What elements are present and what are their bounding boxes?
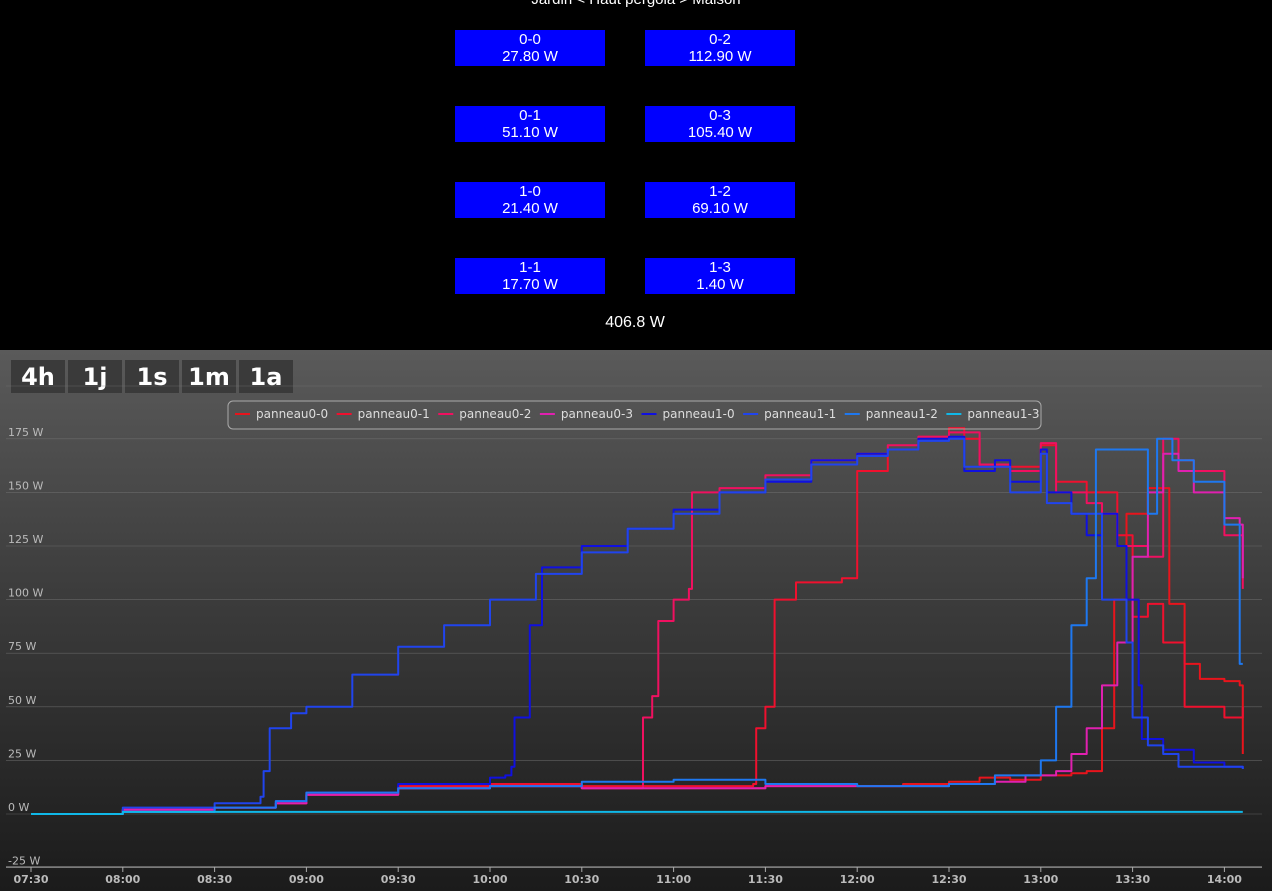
- header-area: Jardin < Haut pergola > Maison 0-0 27.80…: [0, 0, 1272, 350]
- y-tick-label: 75 W: [8, 640, 36, 653]
- x-tick-label: 11:30: [748, 873, 783, 886]
- panel-0-1[interactable]: 0-1 51.10 W: [455, 106, 605, 142]
- x-tick-label: 11:00: [656, 873, 691, 886]
- legend-box: [227, 400, 1042, 430]
- x-tick-label: 12:00: [840, 873, 875, 886]
- y-tick-label: 150 W: [8, 479, 43, 492]
- panel-id: 1-1: [519, 259, 541, 276]
- panel-id: 1-0: [519, 183, 541, 200]
- panel-0-2[interactable]: 0-2 112.90 W: [645, 30, 795, 66]
- panel-value: 27.80 W: [502, 48, 558, 65]
- legend-label: panneau1-1: [764, 407, 836, 421]
- panel-value: 69.10 W: [692, 200, 748, 217]
- panel-1-3[interactable]: 1-3 1.40 W: [645, 258, 795, 294]
- panel-id: 0-3: [709, 107, 731, 124]
- legend-label: panneau0-1: [358, 407, 430, 421]
- panel-0-0[interactable]: 0-0 27.80 W: [455, 30, 605, 66]
- range-button-4h[interactable]: 4h: [11, 360, 65, 393]
- x-tick-label: 09:00: [289, 873, 324, 886]
- range-button-1a[interactable]: 1a: [239, 360, 293, 393]
- panel-value: 51.10 W: [502, 124, 558, 141]
- panel-1-0[interactable]: 1-0 21.40 W: [455, 182, 605, 218]
- x-tick-label: 12:30: [931, 873, 966, 886]
- legend-label: panneau0-3: [561, 407, 633, 421]
- panel-id: 0-0: [519, 31, 541, 48]
- series-line-panneau1-0: [31, 435, 1244, 815]
- series-line-panneau1-3: [31, 810, 1243, 815]
- panel-id: 0-1: [519, 107, 541, 124]
- series-line-panneau1-2: [31, 437, 1243, 815]
- panel-id: 1-2: [709, 183, 731, 200]
- panel-id: 1-3: [709, 259, 731, 276]
- series-line-panneau1-1: [31, 437, 1244, 815]
- legend-label: panneau0-2: [459, 407, 531, 421]
- panel-1-1[interactable]: 1-1 17.70 W: [455, 258, 605, 294]
- y-tick-label: -25 W: [8, 855, 40, 868]
- series-line-panneau0-3: [31, 452, 1244, 815]
- y-tick-label: 125 W: [8, 533, 43, 546]
- page-title: Jardin < Haut pergola > Maison: [0, 0, 1272, 8]
- panel-id: 0-2: [709, 31, 731, 48]
- y-tick-label: 50 W: [8, 694, 36, 707]
- legend-label: panneau0-0: [256, 407, 328, 421]
- total-power: 406.8 W: [605, 314, 665, 331]
- legend-label: panneau1-0: [663, 407, 735, 421]
- panel-value: 1.40 W: [696, 276, 744, 293]
- legend-label: panneau1-3: [967, 407, 1039, 421]
- panel-value: 21.40 W: [502, 200, 558, 217]
- x-tick-label: 08:00: [105, 873, 140, 886]
- series-line-panneau0-2: [31, 431, 1244, 815]
- x-tick-label: 10:00: [472, 873, 507, 886]
- panel-value: 17.70 W: [502, 276, 558, 293]
- x-tick-label: 13:00: [1023, 873, 1058, 886]
- panel-value: 112.90 W: [688, 48, 752, 65]
- x-tick-label: 08:30: [197, 873, 232, 886]
- x-tick-label: 13:30: [1115, 873, 1150, 886]
- series-line-panneau0-1: [31, 427, 1244, 815]
- legend-label: panneau1-2: [866, 407, 938, 421]
- x-tick-label: 10:30: [564, 873, 599, 886]
- panel-value: 105.40 W: [687, 124, 753, 141]
- y-tick-label: 25 W: [8, 747, 36, 760]
- x-tick-label: 14:00: [1207, 873, 1242, 886]
- range-button-1s[interactable]: 1s: [125, 360, 179, 393]
- y-tick-label: 0 W: [8, 801, 29, 814]
- y-tick-label: 175 W: [8, 426, 43, 439]
- series-line-panneau0-0: [31, 487, 1244, 815]
- x-tick-label: 09:30: [381, 873, 416, 886]
- y-tick-label: 100 W: [8, 587, 43, 600]
- panel-0-3[interactable]: 0-3 105.40 W: [645, 106, 795, 142]
- chart-area: [0, 350, 1272, 891]
- panel-1-2[interactable]: 1-2 69.10 W: [645, 182, 795, 218]
- range-button-1m[interactable]: 1m: [182, 360, 236, 393]
- range-button-1j[interactable]: 1j: [68, 360, 122, 393]
- x-tick-label: 07:30: [13, 873, 48, 886]
